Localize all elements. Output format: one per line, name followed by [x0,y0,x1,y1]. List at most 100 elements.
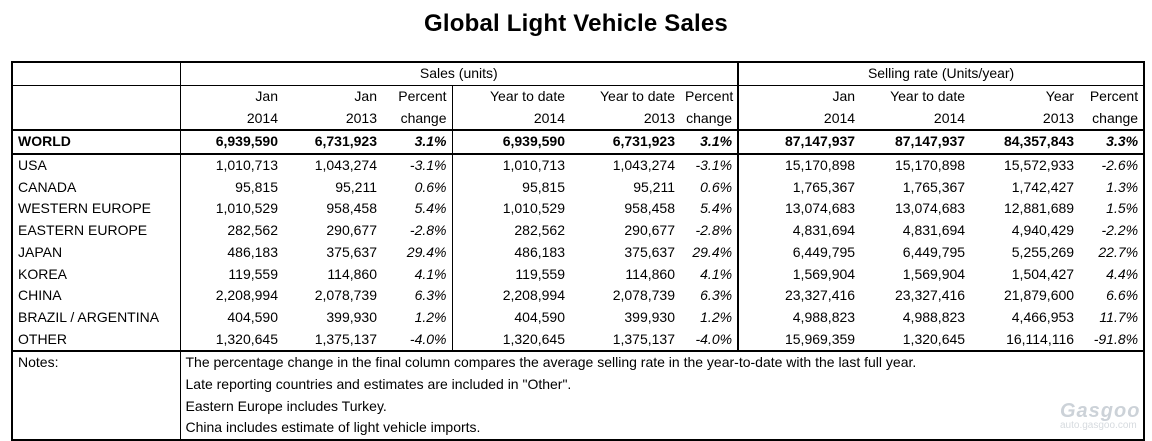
percent-cell: -4.0% [695,330,733,347]
col-header-percent-change: Percent [398,88,447,105]
region-label: USA [11,153,181,177]
percent-cell: -2.2% [1079,219,1146,242]
value-cell: 375,637 [624,243,675,260]
note-line: Eastern Europe includes Turkey. [180,395,1146,417]
value-cell: 21,879,600 [1003,287,1075,304]
value-cell: 95,815 [235,178,278,195]
col-header-jan-2013: Jan [354,88,377,105]
value-cell: 1,742,427 [1011,178,1075,195]
value-cell: 1,043,274 [314,157,377,174]
note-line: Late reporting countries and estimates a… [180,373,1146,396]
value-cell: 486,183 [451,241,570,264]
notes-row: Late reporting countries and estimates a… [11,373,1146,396]
region-label: WESTERN EUROPE [11,198,181,220]
value-cell: 6,939,590 [180,129,283,155]
value-cell: 399,930 [624,308,675,325]
column-header-row-bottom: 2014 2013 change 2014 2013 change 2014 2… [11,107,1146,131]
value-cell: 1,320,645 [902,330,966,347]
value-cell: 6,939,590 [451,129,570,155]
value-cell: 290,677 [326,222,377,239]
value-cell: 4,831,694 [902,222,966,239]
percent-cell: 1.5% [1079,198,1146,220]
percent-cell: 4.4% [1079,263,1146,285]
percent-cell: 5.4% [414,200,447,217]
percent-cell: 6.3% [700,287,733,304]
value-cell: 119,559 [451,263,570,285]
col-header-year: 2014 [933,109,966,126]
region-label: WORLD [11,129,181,155]
value-cell: 1,569,904 [737,263,861,285]
percent-cell: 11.7% [1079,306,1146,329]
sales-table: Sales (units) Selling rate (Units/year) … [11,60,1146,441]
value-cell: 399,930 [326,308,377,325]
table-row: KOREA 119,559 114,860 4.1% 119,559 114,860 4.1… [11,263,1146,285]
percent-cell: -2.8% [409,222,447,239]
percent-cell: -3.1% [695,157,733,174]
value-cell: 6,449,795 [902,243,966,260]
value-cell: 1,504,427 [1011,265,1075,282]
value-cell: 958,458 [326,200,377,217]
value-cell: 114,860 [625,265,675,282]
notes-label: Notes: [11,349,181,374]
value-cell: 1,765,367 [902,178,966,195]
notes-row: Notes: The percentage change in the fina… [11,349,1146,374]
percent-cell: 29.4% [406,243,447,260]
value-cell: 87,147,937 [860,129,971,155]
table-row: CANADA 95,815 95,211 0.6% 95,815 95,211 0.6% 1,… [11,176,1146,199]
region-label: OTHER [11,328,181,351]
value-cell: 290,677 [624,222,675,239]
value-cell: 404,590 [227,308,278,325]
col-header-rate-jan-2014: Jan [737,85,861,108]
value-cell: 282,562 [451,219,570,242]
percent-cell: 1.3% [1079,176,1146,199]
col-header-year: 2014 [451,107,570,131]
column-header-row-top: Jan Jan Percent Year to date Year to dat… [11,85,1146,108]
value-cell: 1,010,529 [451,198,570,220]
percent-cell: 6.6% [1079,284,1146,307]
value-cell: 1,569,904 [902,265,966,282]
value-cell: 5,255,269 [1011,243,1075,260]
value-cell: 1,320,645 [215,330,278,347]
value-cell: 2,208,994 [215,287,278,304]
corner-cell [11,60,181,86]
percent-cell: 4.1% [700,265,733,282]
value-cell: 15,170,898 [894,157,966,174]
value-cell: 6,449,795 [737,241,861,264]
page-title: Global Light Vehicle Sales [424,10,728,37]
col-header-change: change [686,109,733,126]
percent-cell: -2.6% [1079,153,1146,177]
value-cell: 12,881,689 [1003,200,1075,217]
value-cell: 2,078,739 [314,287,377,304]
percent-cell: -3.1% [409,157,447,174]
percent-cell: 3.3% [1079,129,1146,155]
value-cell: 282,562 [227,222,278,239]
value-cell: 15,969,359 [737,328,861,351]
value-cell: 4,466,953 [1011,308,1075,325]
percent-cell: -91.8% [1079,328,1146,351]
value-cell: 13,074,683 [894,200,966,217]
table-row: WESTERN EUROPE 1,010,529 958,458 5.4% 1,010,… [11,198,1146,220]
value-cell: 2,078,739 [612,287,675,304]
region-label: JAPAN [11,241,181,264]
col-header-rate-ytd-2014: Year to date [890,88,966,105]
notes-row: China includes estimate of light vehicle… [11,417,1146,441]
col-header-ytd-2013: Year to date [600,88,675,105]
value-cell: 2,208,994 [451,284,570,307]
col-header-year: 2013 [1042,109,1075,126]
table-row: USA 1,010,713 1,043,274 -3.1% 1,010,713 1,043… [11,153,1146,177]
value-cell: 4,831,694 [737,219,861,242]
value-cell: 4,988,823 [902,308,966,325]
col-header-ytd-percent-change: Percent [685,88,734,105]
col-header-rate-year-2013: Year [1045,88,1075,105]
value-cell: 16,114,116 [1006,330,1075,347]
value-cell: 1,010,529 [215,200,278,217]
col-header-year: 2013 [345,109,377,126]
value-cell: 486,183 [227,243,278,260]
percent-cell: 3.1% [680,129,739,155]
table-row: JAPAN 486,183 375,637 29.4% 486,183 375,637 29… [11,241,1146,264]
value-cell: 95,815 [451,176,570,199]
table-row: BRAZIL / ARGENTINA 404,590 399,930 1.2% 404,… [11,306,1146,329]
col-header-year: 2014 [246,109,278,126]
value-cell: 84,357,843 [970,129,1080,155]
value-cell: 15,572,933 [1003,157,1075,174]
